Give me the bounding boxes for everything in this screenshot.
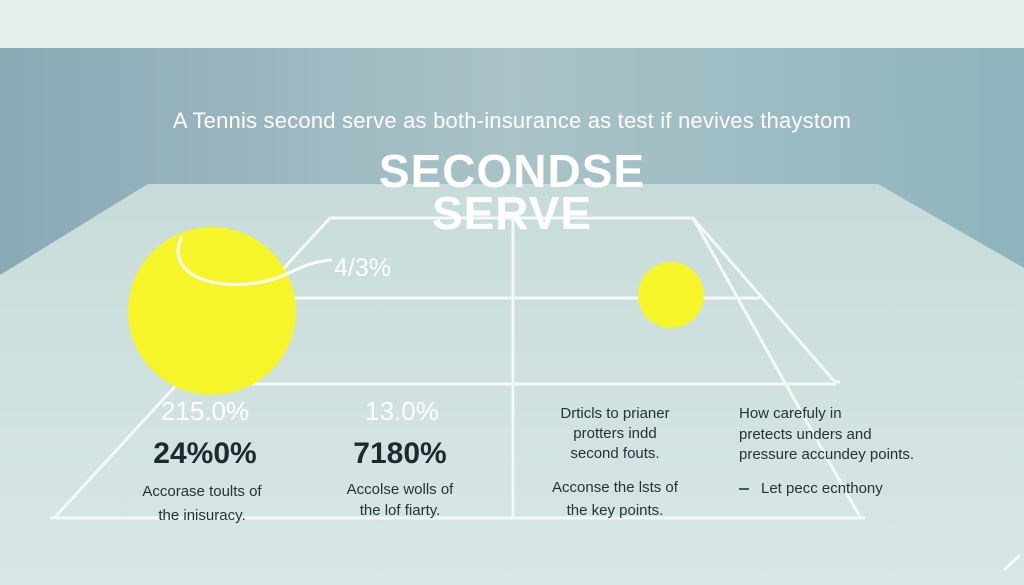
right-col-1-line-5: the key points. (566, 502, 664, 519)
title-line-2: SERVE (431, 187, 593, 239)
ball-percentage: 4/3% (334, 254, 391, 282)
right-col-1-line-3: second fouts. (570, 445, 660, 462)
stat-2-top-value: 13.0% (365, 396, 439, 426)
tennis-ball-seam (176, 235, 333, 286)
stat-1-desc-line-2: the inisuracy. (158, 507, 246, 524)
right-col-2-line-1: How carefuly in (739, 405, 842, 422)
tennis-ball-large (128, 227, 296, 395)
stat-2-desc-line-2: the lof fiarty. (359, 502, 441, 519)
subtitle: A Tennis second serve as both-insurance … (172, 108, 852, 133)
tennis-ball-small (638, 262, 704, 328)
stat-1-desc-line-1: Accorase toults of (142, 483, 262, 500)
dash-icon (739, 488, 749, 491)
right-col-2-line-2: pretects unders and (739, 426, 872, 443)
stat-2-desc-line-1: Accolse wolls of (346, 481, 454, 498)
court-line-right-sideline (691, 217, 862, 518)
stat-1-top-value: 215.0% (160, 396, 250, 426)
right-col-1-line-2: protters indd (573, 425, 657, 442)
right-col-2-line-4-wrap: Let pecc ecnthony (739, 478, 1009, 500)
right-col-2-line-3: pressure accundey points. (739, 446, 915, 463)
right-col-2-line-4: Let pecc ecnthony (761, 480, 883, 497)
stat-1-main-value: 24%0% (153, 437, 257, 470)
top-haze (0, 0, 1024, 50)
right-col-1-line-1: Drticls to prianer (560, 405, 670, 422)
stat-2-main-value: 7180% (353, 437, 447, 470)
right-col-1-line-4: Acconse the lsts of (552, 479, 678, 496)
title-line-1: SECONDSE (378, 145, 646, 197)
court-line-far-right (1002, 553, 1022, 572)
